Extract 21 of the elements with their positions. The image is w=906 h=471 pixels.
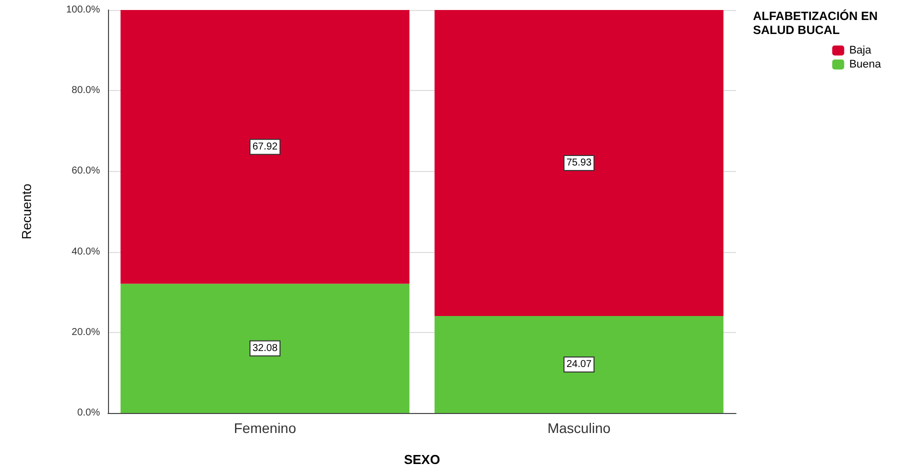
data-label: 32.08 (252, 342, 278, 354)
y-tick-label: 80.0% (72, 85, 100, 96)
legend-label: Baja (849, 44, 872, 56)
bar (434, 10, 724, 316)
x-tick-label: Femenino (234, 420, 296, 436)
data-label: 24.07 (566, 359, 592, 370)
y-tick-label: 100.0% (66, 4, 100, 16)
y-tick-label: 40.0% (72, 246, 100, 258)
data-label: 67.92 (252, 141, 278, 152)
y-tick-label: 20.0% (72, 326, 100, 338)
legend-title: ALFABETIZACIÓN EN SALUD BUCAL (753, 9, 881, 37)
y-tick-label: 60.0% (72, 166, 100, 177)
bar (434, 316, 724, 413)
legend-label: Buena (849, 58, 882, 70)
y-tick-label: 0.0% (77, 408, 100, 418)
bar (120, 284, 410, 413)
y-axis-title: Recuento (19, 184, 34, 240)
data-label: 75.93 (566, 158, 592, 168)
x-axis-title: SEXO (404, 452, 440, 467)
bar (120, 10, 410, 284)
x-tick-label: Masculino (547, 420, 611, 436)
